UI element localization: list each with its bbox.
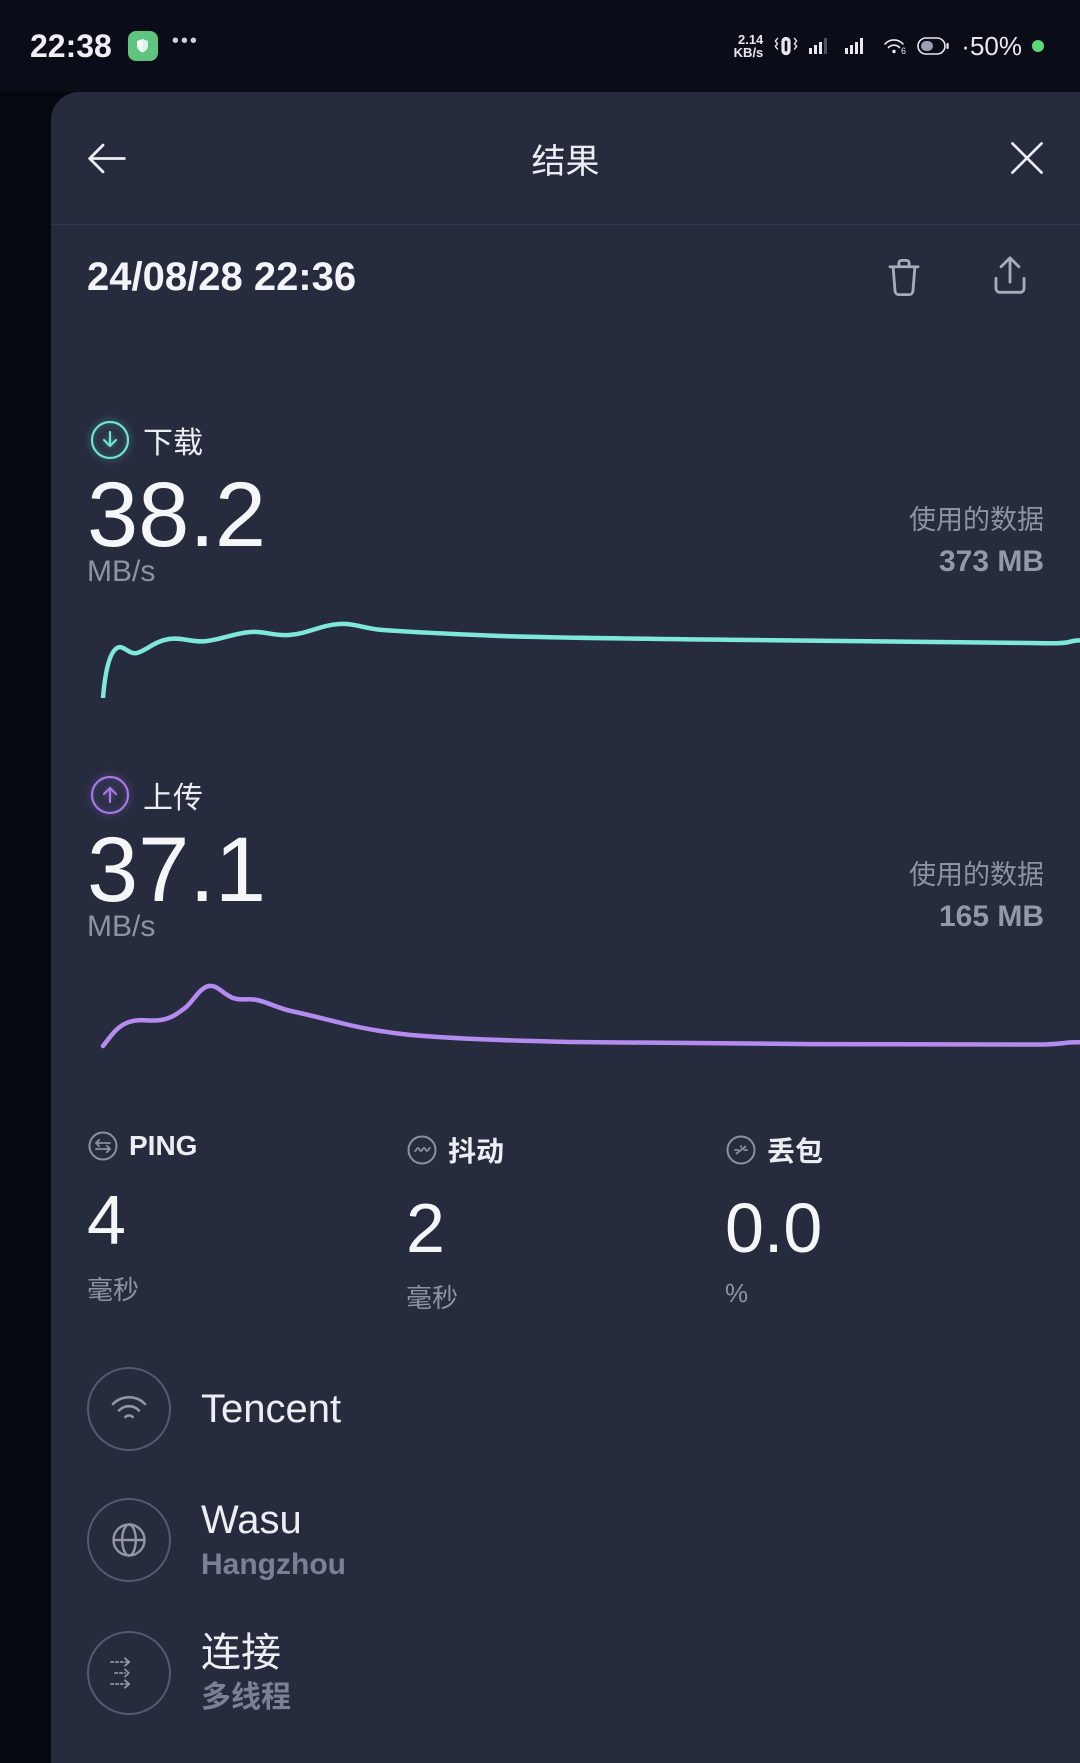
svg-text:6: 6 bbox=[901, 46, 906, 56]
